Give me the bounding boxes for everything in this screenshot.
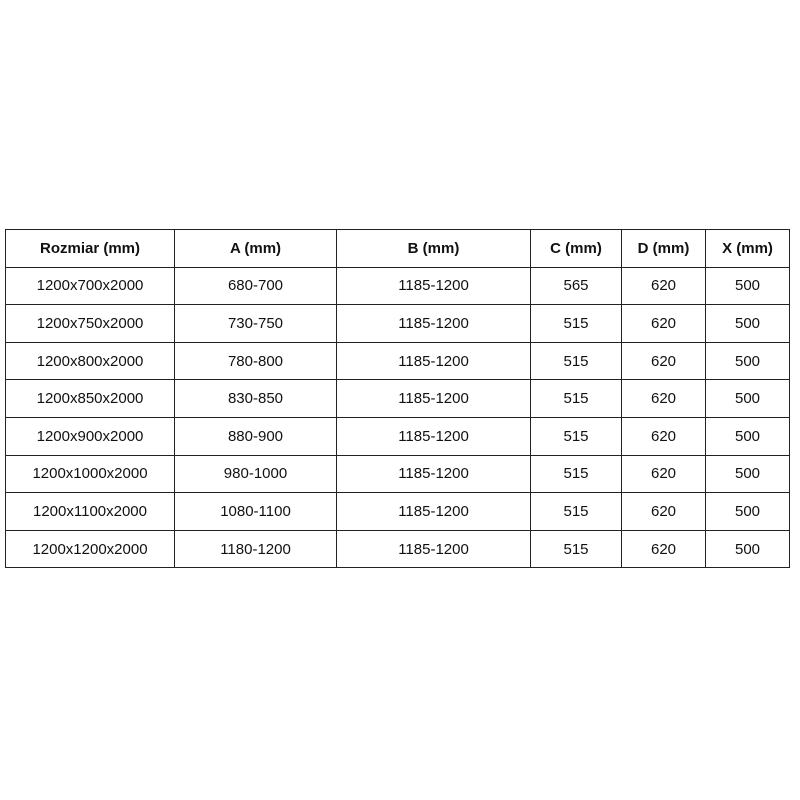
cell-c: 515 bbox=[530, 454, 622, 494]
table-row: 1200x700x2000 680-700 1185-1200 565 620 500 bbox=[5, 266, 790, 306]
cell-a: 780-800 bbox=[174, 341, 337, 381]
cell-d: 620 bbox=[621, 304, 706, 343]
table-row: 1200x850x2000 830-850 1185-1200 515 620 500 bbox=[5, 379, 790, 418]
cell-b: 1185-1200 bbox=[336, 529, 531, 569]
cell-size: 1200x750x2000 bbox=[5, 304, 175, 343]
header-b: B (mm) bbox=[336, 229, 531, 268]
cell-b: 1185-1200 bbox=[336, 492, 531, 531]
cell-size: 1200x850x2000 bbox=[5, 379, 175, 418]
cell-b: 1185-1200 bbox=[336, 304, 531, 343]
cell-a: 830-850 bbox=[174, 379, 337, 418]
cell-size: 1200x700x2000 bbox=[5, 266, 175, 306]
table-row: 1200x900x2000 880-900 1185-1200 515 620 500 bbox=[5, 416, 790, 456]
cell-size: 1200x900x2000 bbox=[5, 416, 175, 456]
cell-d: 620 bbox=[621, 454, 706, 494]
cell-size: 1200x1100x2000 bbox=[5, 492, 175, 531]
table-row: 1200x800x2000 780-800 1185-1200 515 620 500 bbox=[5, 341, 790, 381]
cell-c: 515 bbox=[530, 304, 622, 343]
cell-x: 500 bbox=[705, 266, 790, 306]
cell-size: 1200x1200x2000 bbox=[5, 529, 175, 569]
cell-size: 1200x800x2000 bbox=[5, 341, 175, 381]
cell-d: 620 bbox=[621, 492, 706, 531]
cell-d: 620 bbox=[621, 379, 706, 418]
cell-b: 1185-1200 bbox=[336, 379, 531, 418]
cell-a: 680-700 bbox=[174, 266, 337, 306]
cell-x: 500 bbox=[705, 304, 790, 343]
cell-x: 500 bbox=[705, 529, 790, 569]
header-c: C (mm) bbox=[530, 229, 622, 268]
cell-x: 500 bbox=[705, 416, 790, 456]
cell-c: 515 bbox=[530, 379, 622, 418]
header-d: D (mm) bbox=[621, 229, 706, 268]
header-row: Rozmiar (mm) A (mm) B (mm) C (mm) D (mm)… bbox=[5, 229, 790, 268]
cell-x: 500 bbox=[705, 341, 790, 381]
table-row: 1200x750x2000 730-750 1185-1200 515 620 500 bbox=[5, 304, 790, 343]
table-row: 1200x1000x2000 980-1000 1185-1200 515 620 500 bbox=[5, 454, 790, 494]
table-row: 1200x1100x2000 1080-1100 1185-1200 515 620 50… bbox=[5, 492, 790, 531]
header-a: A (mm) bbox=[174, 229, 337, 268]
header-size: Rozmiar (mm) bbox=[5, 229, 175, 268]
dimensions-table: Rozmiar (mm) A (mm) B (mm) C (mm) D (mm)… bbox=[5, 229, 790, 569]
cell-a: 980-1000 bbox=[174, 454, 337, 494]
cell-c: 515 bbox=[530, 492, 622, 531]
cell-a: 880-900 bbox=[174, 416, 337, 456]
cell-x: 500 bbox=[705, 454, 790, 494]
cell-d: 620 bbox=[621, 416, 706, 456]
cell-c: 565 bbox=[530, 266, 622, 306]
cell-x: 500 bbox=[705, 492, 790, 531]
cell-x: 500 bbox=[705, 379, 790, 418]
cell-d: 620 bbox=[621, 529, 706, 569]
cell-b: 1185-1200 bbox=[336, 266, 531, 306]
header-x: X (mm) bbox=[705, 229, 790, 268]
cell-d: 620 bbox=[621, 341, 706, 381]
table-row: 1200x1200x2000 1180-1200 1185-1200 515 620 50… bbox=[5, 529, 790, 569]
cell-a: 1180-1200 bbox=[174, 529, 337, 569]
cell-b: 1185-1200 bbox=[336, 416, 531, 456]
cell-c: 515 bbox=[530, 529, 622, 569]
cell-b: 1185-1200 bbox=[336, 341, 531, 381]
cell-a: 730-750 bbox=[174, 304, 337, 343]
cell-c: 515 bbox=[530, 341, 622, 381]
cell-a: 1080-1100 bbox=[174, 492, 337, 531]
cell-b: 1185-1200 bbox=[336, 454, 531, 494]
cell-d: 620 bbox=[621, 266, 706, 306]
cell-size: 1200x1000x2000 bbox=[5, 454, 175, 494]
cell-c: 515 bbox=[530, 416, 622, 456]
